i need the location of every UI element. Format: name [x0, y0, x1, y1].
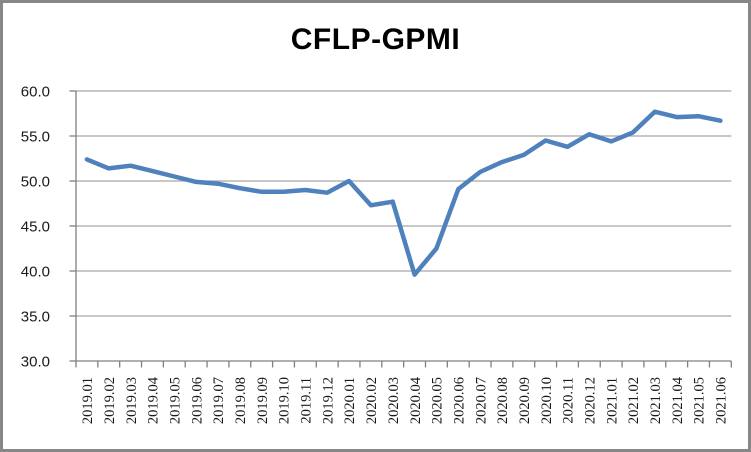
x-axis-label: 2021.02 [626, 377, 642, 424]
x-axis-label: 2019.04 [146, 376, 162, 424]
x-axis-label: 2020.01 [342, 377, 358, 424]
x-axis-label: 2019.10 [277, 377, 293, 424]
x-axis-label: 2019.07 [211, 377, 227, 424]
y-axis-label: 35.0 [21, 308, 50, 325]
x-axis-label: 2020.06 [451, 377, 467, 424]
x-axis-label: 2019.05 [167, 377, 183, 424]
x-axis-label: 2020.10 [539, 377, 555, 424]
x-axis-label: 2020.04 [408, 376, 424, 424]
x-axis-label: 2021.06 [714, 377, 730, 424]
x-axis-label: 2019.12 [320, 377, 336, 424]
x-axis-label: 2020.02 [364, 377, 380, 424]
series-line [84, 109, 723, 277]
x-axis-label: 2020.03 [386, 377, 402, 424]
y-axis-label: 50.0 [21, 173, 50, 190]
x-axis-label: 2021.05 [692, 377, 708, 424]
y-axis-label: 40.0 [21, 263, 50, 280]
x-axis-label: 2019.09 [255, 377, 271, 424]
x-axis-label: 2019.08 [233, 377, 249, 424]
x-axis-label: 2019.06 [189, 377, 205, 424]
x-axis-label: 2020.05 [430, 377, 446, 424]
x-axis-label: 2021.04 [670, 376, 686, 424]
x-axis-label: 2019.03 [124, 377, 140, 424]
y-axis-label: 30.0 [21, 353, 50, 370]
x-axis-label: 2019.01 [80, 377, 96, 424]
x-axis-label: 2021.03 [648, 377, 664, 424]
chart-title: CFLP-GPMI [290, 23, 461, 56]
line-chart-plot-area: 60.0 55.0 50.0 45.0 40.0 35.0 30.0 2019.01 2019.… [21, 83, 732, 424]
x-axis-label: 2019.11 [299, 377, 315, 424]
x-axis-label: 2020.07 [473, 377, 489, 424]
x-axis-label: 2020.11 [561, 377, 577, 424]
x-axis-label: 2019.02 [102, 377, 118, 424]
x-axis-label: 2021.01 [604, 377, 620, 424]
y-axis-label: 55.0 [21, 128, 50, 145]
x-axis-label: 2020.12 [583, 377, 599, 424]
x-axis-label: 2020.09 [517, 377, 533, 424]
x-axis-label: 2020.08 [495, 377, 511, 424]
y-axis-label: 45.0 [21, 218, 50, 235]
y-axis-label: 60.0 [21, 83, 50, 100]
